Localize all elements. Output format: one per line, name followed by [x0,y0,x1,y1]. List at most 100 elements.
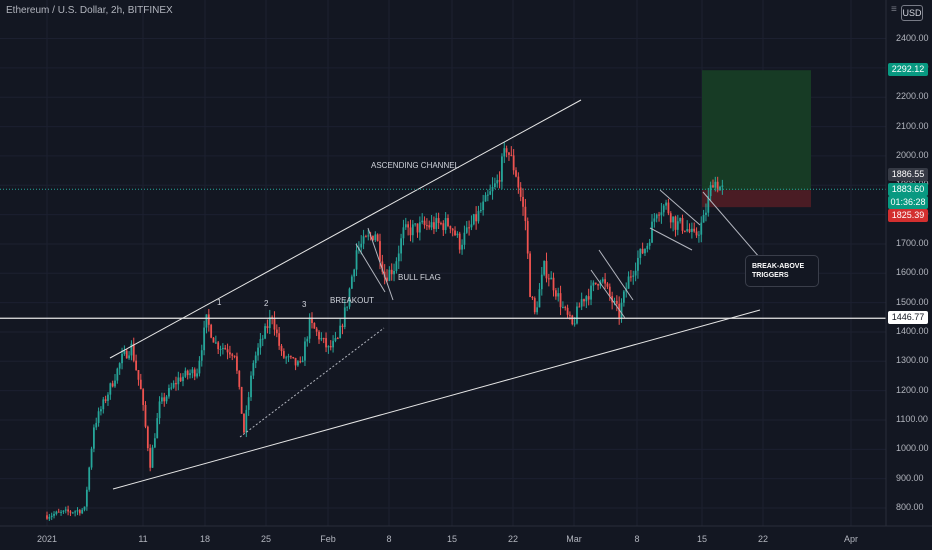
time-tick-label: 11 [138,534,148,544]
candle-body [121,353,123,364]
candle-body [409,227,412,236]
candle-body [442,223,445,231]
candle-body [217,342,220,350]
time-tick-label: Feb [320,534,336,544]
candle-body [339,325,342,339]
candle-body [304,341,306,361]
bull-flag-line-2[interactable] [355,243,386,293]
candle-body [569,314,571,316]
channel-lower-line[interactable] [112,309,761,490]
candle-body [451,228,454,231]
candle-body [315,328,318,332]
candle-body [186,370,189,376]
candle-body [526,221,529,254]
candle-body [282,351,285,358]
candle-body [149,448,152,468]
candle-body [245,409,248,433]
break-above-callout[interactable]: BREAK-ABOVE TRIGGERS [745,255,819,287]
candle-body [95,422,98,428]
candle-body [397,253,400,262]
time-tick-label: 22 [757,534,769,544]
position-zones[interactable] [702,70,811,208]
flag-line-2[interactable] [649,227,693,251]
candle-body [163,397,166,402]
time-tick-label: 22 [507,534,519,544]
previous-level-label: 1886.55 [888,168,928,181]
channel-upper-line[interactable] [109,99,582,359]
candle-body [273,318,276,330]
candle-body [622,291,625,303]
candle-body [81,509,84,514]
candle-body [168,388,170,397]
candle-body [658,214,660,216]
drawings[interactable] [0,99,886,490]
price-tick-label: 1400.00 [896,325,929,336]
candle-body [137,370,140,380]
candle-body [529,253,531,297]
candle-body [449,226,452,229]
callout-pointer[interactable] [702,191,761,259]
candle-body [676,221,679,230]
candle-body [226,349,229,353]
candle-body [320,338,323,340]
candle-body [447,218,449,227]
candle-body [336,338,339,340]
candle-body [479,210,482,212]
candle-body [184,370,187,377]
candle-body [231,354,234,356]
support-price-label: 1446.77 [888,311,928,324]
candle-body [615,300,618,304]
hamburger-icon[interactable]: ≡ [891,4,897,15]
candle-body [435,218,438,229]
candle-body [348,288,351,307]
candle-body [172,383,175,388]
candle-body [423,220,426,226]
touch-3-label: 3 [302,300,307,309]
correction-line-2[interactable] [590,269,626,319]
profit-zone[interactable] [702,70,811,191]
time-tick-label: Mar [566,534,582,544]
candle-body [606,283,609,287]
candle-body [493,183,496,187]
candle-body [508,152,510,155]
candle-body [60,511,62,513]
candle-body [266,326,269,329]
correction-line-1[interactable] [598,249,634,301]
candle-body [132,343,135,361]
candle-body [161,397,163,402]
candle-body [214,342,217,344]
candle-body [329,345,332,348]
bull-flag-line-1[interactable] [367,227,394,301]
flag-line-1[interactable] [659,189,701,226]
candle-body [318,331,320,340]
candle-body [278,333,281,346]
candle-body [221,347,224,349]
candle-body [630,276,632,278]
candle-body [683,230,686,232]
touch-1-label: 1 [217,298,222,307]
currency-button[interactable]: USD [901,5,923,21]
candle-body [486,194,489,196]
candle-body [118,363,121,369]
candle-body [362,236,365,244]
price-tick-label: 1500.00 [896,296,929,307]
candle-body [587,296,590,300]
candle-body [468,227,470,229]
candle-body [128,355,130,359]
candle-body [430,222,433,228]
candle-body [142,389,145,405]
loss-zone[interactable] [702,190,811,208]
candle-body [707,196,710,213]
candle-body [83,506,86,510]
stop-loss-price-label: 1825.39 [888,209,928,222]
candle-body [64,509,67,511]
candles [46,142,724,521]
candle-body [700,222,703,235]
candle-body [57,511,60,513]
candle-body [503,148,506,157]
candle-body [484,195,487,202]
candle-body [205,314,208,328]
candle-body [604,279,607,284]
candle-body [139,379,142,390]
candle-body [254,355,257,364]
